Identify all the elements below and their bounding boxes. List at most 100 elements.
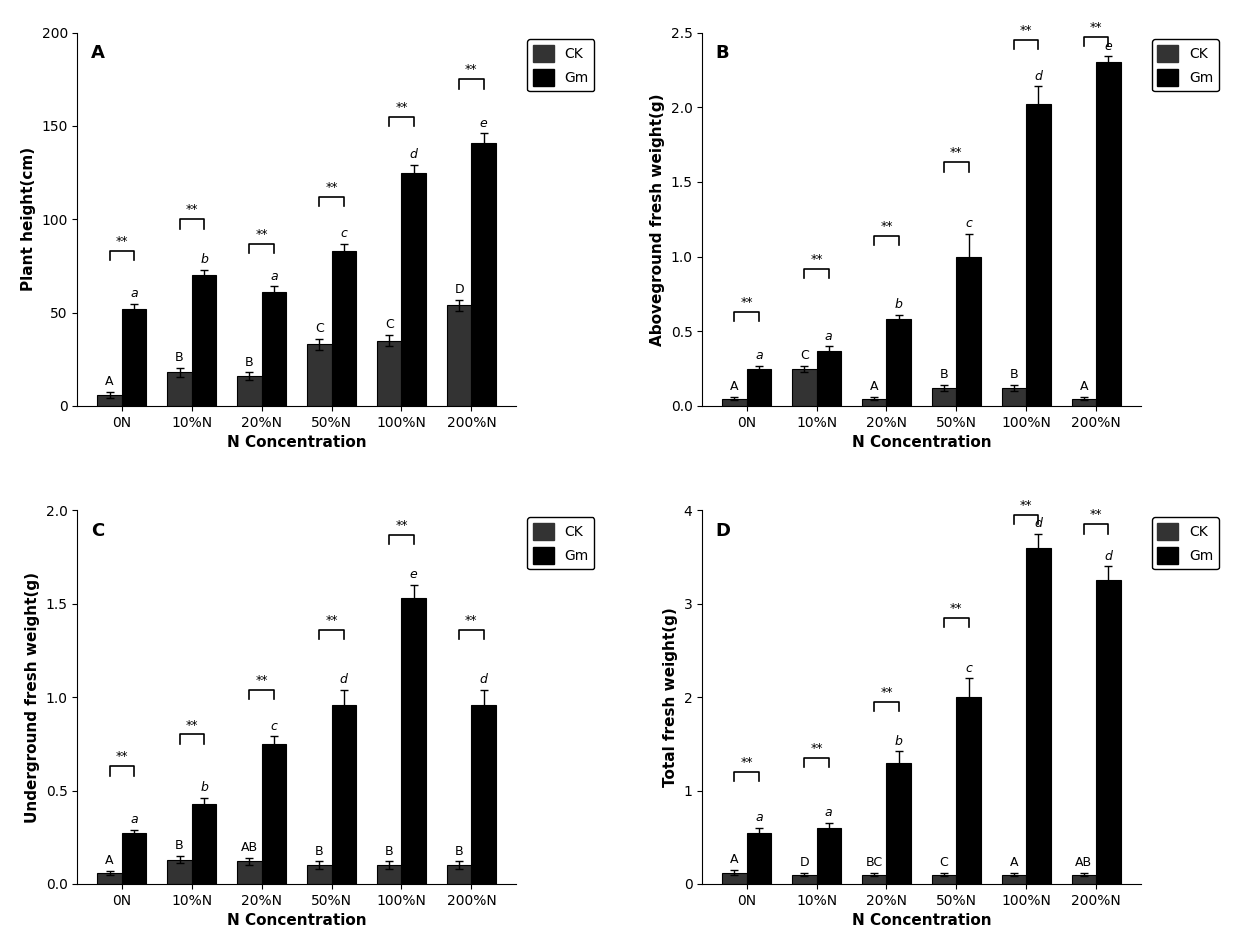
- Bar: [956, 256, 981, 406]
- Text: A: A: [105, 854, 114, 867]
- Bar: [377, 341, 402, 406]
- Text: A: A: [1080, 381, 1089, 393]
- Bar: [887, 320, 911, 406]
- Text: b: b: [200, 781, 208, 794]
- Text: D: D: [800, 856, 810, 869]
- Text: c: c: [965, 217, 972, 231]
- Text: **: **: [396, 101, 408, 114]
- Text: **: **: [1021, 24, 1033, 37]
- Text: AB: AB: [1075, 856, 1092, 869]
- Text: B: B: [315, 845, 324, 858]
- Text: **: **: [1021, 499, 1033, 512]
- Y-axis label: Aboveground fresh weight(g): Aboveground fresh weight(g): [650, 93, 665, 345]
- Text: B: B: [1009, 368, 1018, 381]
- Text: BC: BC: [866, 856, 883, 869]
- Text: **: **: [186, 203, 198, 216]
- Text: b: b: [895, 298, 903, 311]
- Text: b: b: [200, 253, 208, 266]
- Bar: [746, 368, 771, 406]
- Bar: [792, 875, 816, 884]
- Text: **: **: [255, 228, 268, 240]
- Bar: [932, 388, 956, 406]
- Bar: [862, 399, 887, 406]
- Text: d: d: [1105, 549, 1112, 563]
- Text: **: **: [740, 296, 753, 308]
- Text: **: **: [810, 252, 823, 266]
- Text: e: e: [1105, 40, 1112, 53]
- Bar: [1002, 875, 1027, 884]
- Bar: [331, 251, 356, 406]
- Text: **: **: [186, 718, 198, 732]
- Text: C: C: [91, 522, 104, 540]
- Text: B: B: [455, 845, 464, 858]
- Bar: [746, 832, 771, 884]
- Text: **: **: [255, 674, 268, 687]
- Text: a: a: [825, 329, 832, 343]
- Text: A: A: [1009, 856, 1018, 869]
- Legend: CK, Gm: CK, Gm: [527, 517, 594, 569]
- X-axis label: N Concentration: N Concentration: [227, 436, 367, 450]
- Text: A: A: [105, 375, 114, 388]
- Bar: [1096, 581, 1121, 884]
- Text: **: **: [115, 235, 128, 248]
- Bar: [98, 395, 122, 406]
- Bar: [1027, 104, 1050, 406]
- Bar: [237, 376, 262, 406]
- Text: AB: AB: [241, 841, 258, 854]
- Text: A: A: [730, 381, 739, 393]
- Text: a: a: [755, 811, 763, 824]
- Bar: [262, 292, 286, 406]
- Text: a: a: [130, 288, 138, 301]
- Bar: [377, 865, 402, 884]
- X-axis label: N Concentration: N Concentration: [852, 913, 991, 928]
- Text: C: C: [384, 318, 393, 331]
- Text: A: A: [870, 381, 878, 393]
- Text: d: d: [1034, 517, 1043, 530]
- Bar: [402, 598, 427, 884]
- Bar: [792, 368, 816, 406]
- Bar: [1071, 875, 1096, 884]
- Text: **: **: [950, 146, 962, 159]
- Bar: [1096, 63, 1121, 406]
- Bar: [862, 875, 887, 884]
- Text: a: a: [130, 813, 138, 826]
- Bar: [1002, 388, 1027, 406]
- Text: **: **: [1090, 21, 1102, 34]
- X-axis label: N Concentration: N Concentration: [852, 436, 991, 450]
- Text: d: d: [480, 673, 487, 686]
- Bar: [98, 873, 122, 884]
- Text: a: a: [270, 270, 278, 283]
- Bar: [167, 860, 192, 884]
- Text: B: B: [175, 839, 184, 852]
- Bar: [471, 704, 496, 884]
- Text: B: B: [246, 356, 254, 368]
- Bar: [446, 306, 471, 406]
- Text: e: e: [480, 117, 487, 130]
- Text: d: d: [409, 148, 418, 161]
- Text: b: b: [895, 735, 903, 748]
- Text: B: B: [175, 351, 184, 364]
- Bar: [192, 275, 216, 406]
- Bar: [722, 873, 746, 884]
- Text: c: c: [341, 227, 347, 240]
- Text: **: **: [810, 742, 823, 754]
- Text: A: A: [730, 853, 739, 866]
- Bar: [1027, 548, 1050, 884]
- Y-axis label: Underground fresh weight(g): Underground fresh weight(g): [25, 571, 40, 823]
- Text: **: **: [880, 686, 893, 698]
- Bar: [471, 142, 496, 406]
- Bar: [816, 351, 841, 406]
- Text: **: **: [950, 602, 962, 615]
- Text: d: d: [1034, 69, 1043, 83]
- Legend: CK, Gm: CK, Gm: [1152, 517, 1219, 569]
- Text: C: C: [315, 322, 324, 335]
- Bar: [308, 344, 331, 406]
- Bar: [816, 828, 841, 884]
- Text: B: B: [384, 845, 393, 858]
- Y-axis label: Plant height(cm): Plant height(cm): [21, 147, 36, 291]
- Text: **: **: [880, 220, 893, 233]
- Bar: [402, 173, 427, 406]
- Bar: [956, 698, 981, 884]
- Bar: [722, 399, 746, 406]
- Legend: CK, Gm: CK, Gm: [527, 40, 594, 91]
